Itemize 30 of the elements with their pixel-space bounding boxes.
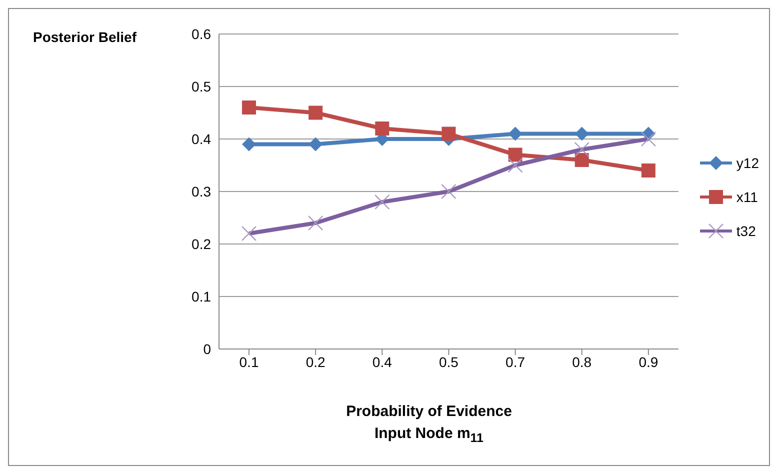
y-tick-label: 0 xyxy=(203,340,212,357)
point xyxy=(574,153,589,167)
point xyxy=(641,164,656,178)
y-tick-label: 0.3 xyxy=(192,183,212,200)
x-tick-label: 0.8 xyxy=(572,354,592,370)
x-tick-label: 0.2 xyxy=(306,354,326,370)
point xyxy=(508,126,522,141)
point xyxy=(442,126,456,141)
y-tick-label: 0.4 xyxy=(192,130,212,147)
legend-label: x11 xyxy=(736,188,758,204)
y-tick-label: 0.2 xyxy=(192,236,212,252)
x-axis-title: Probability of Evidence Input Node m$_{11}$ xyxy=(345,402,513,447)
point xyxy=(508,148,522,162)
y-tick-label: 0.1 xyxy=(192,288,212,304)
legend-label: y12 xyxy=(736,154,759,170)
y-tick-label: 0.6 xyxy=(192,26,212,42)
x-tick-label: 0.5 xyxy=(438,354,459,370)
point xyxy=(308,106,323,120)
x-tick-label: 0.4 xyxy=(372,354,392,370)
legend-label: t32 xyxy=(736,222,756,238)
point xyxy=(308,137,323,152)
y-axis-title: Posterior Belief xyxy=(33,29,136,45)
point xyxy=(375,122,390,136)
point xyxy=(242,137,256,152)
point xyxy=(574,126,589,141)
y-tick-label: 0.5 xyxy=(192,78,212,94)
point xyxy=(242,100,256,114)
x-tick-label: 0.9 xyxy=(638,354,658,370)
x-tick-label: 0.7 xyxy=(506,354,526,370)
x-tick-label: 0.1 xyxy=(239,354,259,370)
